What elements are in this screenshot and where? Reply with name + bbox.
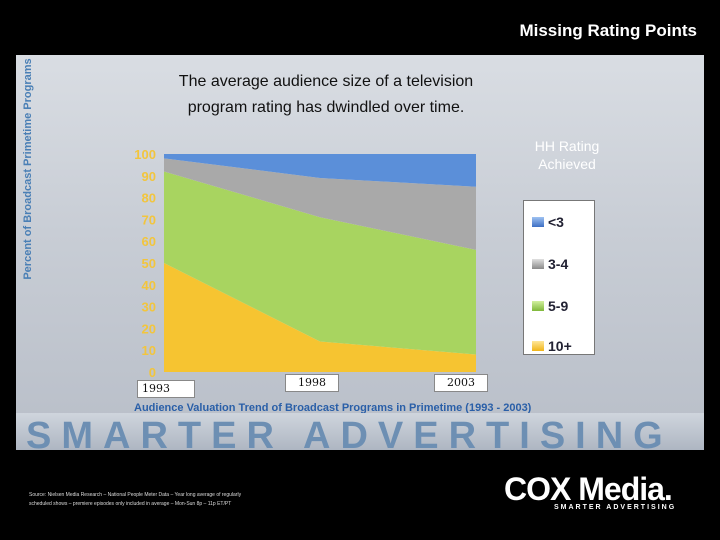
legend-label-5-9: 5-9 [548, 298, 569, 314]
chart-caption: Audience Valuation Trend of Broadcast Pr… [134, 402, 532, 414]
y-tick-label-40: 40 [142, 278, 156, 293]
y-tick-label-10: 10 [142, 343, 156, 358]
legend-swatch-5-9 [532, 301, 544, 311]
legend: <3 3-4 5-9 10+ [523, 200, 595, 355]
legend-label-10plus: 10+ [548, 338, 572, 354]
source-line-2: scheduled shows – premiere episodes only… [29, 501, 232, 507]
y-tick-label-60: 60 [142, 234, 156, 249]
y-tick-label-90: 90 [142, 169, 156, 184]
area-series-3-4 [164, 158, 476, 250]
legend-label-3-4: 3-4 [548, 256, 569, 272]
source-note: Source: Nielsen Media Research – Nationa… [29, 491, 329, 509]
y-tick-label-0: 0 [149, 365, 156, 380]
legend-swatch-3-4 [532, 259, 544, 269]
slide-title: Missing Rating Points [519, 21, 697, 40]
legend-item-5-9: 5-9 [532, 298, 569, 314]
legend-swatch-lt3 [532, 217, 544, 227]
legend-label-lt3: <3 [548, 214, 564, 230]
headline-line-1: The average audience size of a televisio… [178, 73, 474, 90]
legend-title-line-2: Achieved [538, 156, 596, 172]
x-tick-label-2003: 2003 [434, 374, 488, 392]
band-background [16, 413, 704, 450]
headline: The average audience size of a televisio… [111, 69, 541, 121]
legend-title-line-1: HH Rating [534, 138, 600, 154]
y-tick-label-30: 30 [142, 300, 156, 315]
area-chart: 0 10 20 30 40 50 60 70 80 90 100 [134, 147, 476, 380]
x-tick-label-1993: 1993 [137, 380, 195, 398]
legend-item-lt3: <3 [532, 214, 564, 230]
logo-wordmark: COX Media. [504, 471, 673, 507]
headline-line-2: program rating has dwindled over time. [187, 99, 465, 116]
legend-item-3-4: 3-4 [532, 256, 569, 272]
y-tick-label-50: 50 [142, 256, 156, 271]
y-tick-label-80: 80 [142, 191, 156, 206]
slide: Missing Rating Points The average audien… [9, 9, 711, 531]
x-tick-label-1998: 1998 [285, 374, 339, 392]
area-series-3 [164, 154, 476, 187]
source-line-1: Source: Nielsen Media Research – Nationa… [29, 492, 242, 498]
area-series-10 [164, 263, 476, 372]
smarter-advertising-banner: SMARTER ADVERTISING [26, 415, 673, 457]
y-tick-label-100: 100 [134, 147, 156, 162]
chart-panel: The average audience size of a televisio… [16, 55, 704, 457]
y-tick-label-70: 70 [142, 212, 156, 227]
y-tick-label-20: 20 [142, 321, 156, 336]
legend-item-10plus: 10+ [532, 338, 572, 354]
legend-swatch-10plus [532, 341, 544, 351]
legend-title: HH Rating Achieved [512, 137, 622, 173]
logo-tagline: SMARTER ADVERTISING [554, 504, 677, 511]
area-series-5-9 [164, 171, 476, 355]
cox-media-logo: COX Media. SMARTER ADVERTISING [504, 471, 676, 511]
